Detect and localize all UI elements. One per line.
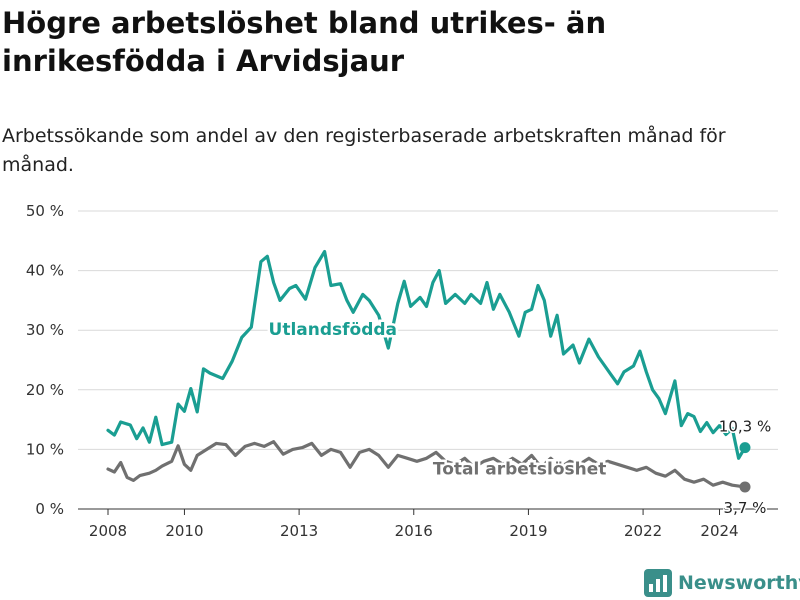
x-tick-label: 2010 bbox=[165, 522, 203, 540]
y-tick-label: 0 % bbox=[35, 500, 64, 518]
end-value-label: 3,7 % bbox=[724, 499, 767, 517]
end-point-marker bbox=[739, 442, 751, 454]
brand-name: Newsworthy bbox=[678, 572, 800, 594]
line-chart: 0 % 10 % 20 % 30 % 40 % 50 % 2008 2010 2013 2016… bbox=[26, 202, 778, 540]
chart-title: Högre arbetslöshet bland utrikes- än inr… bbox=[2, 6, 607, 78]
y-tick-label: 50 % bbox=[26, 202, 64, 220]
series-label-total: Total arbetslöshet bbox=[433, 459, 607, 479]
grid-lines: 0 % 10 % 20 % 30 % 40 % 50 % bbox=[26, 202, 778, 518]
series-line-total bbox=[106, 440, 747, 489]
newsworthy-logo: Newsworthy bbox=[644, 568, 800, 598]
bar-chart-logo-icon bbox=[644, 569, 672, 597]
x-tick-label: 2016 bbox=[395, 522, 433, 540]
series-label-utlandsfodda: Utlandsfödda bbox=[269, 320, 398, 340]
x-tick-label: 2024 bbox=[700, 522, 738, 540]
x-tick-label: 2008 bbox=[89, 522, 127, 540]
x-axis: 2008 2010 2013 2016 2019 2022 2024 bbox=[89, 509, 739, 540]
series-line-utlandsfodda bbox=[106, 249, 747, 460]
end-point-marker bbox=[739, 481, 751, 493]
end-value-label: 10,3 % bbox=[719, 418, 771, 436]
y-tick-label: 20 % bbox=[26, 381, 64, 399]
y-tick-label: 40 % bbox=[26, 262, 64, 280]
y-tick-label: 10 % bbox=[26, 440, 64, 458]
series-lines bbox=[106, 249, 751, 493]
series-labels: 10,3 % 3,7 % Utlandsfödda Total arbetslöshe… bbox=[266, 317, 773, 518]
chart-subtitle: Arbetssökande som andel av den registerb… bbox=[2, 125, 726, 176]
y-tick-label: 30 % bbox=[26, 321, 64, 339]
x-tick-label: 2022 bbox=[624, 522, 662, 540]
x-tick-label: 2013 bbox=[280, 522, 318, 540]
x-tick-label: 2019 bbox=[509, 522, 547, 540]
